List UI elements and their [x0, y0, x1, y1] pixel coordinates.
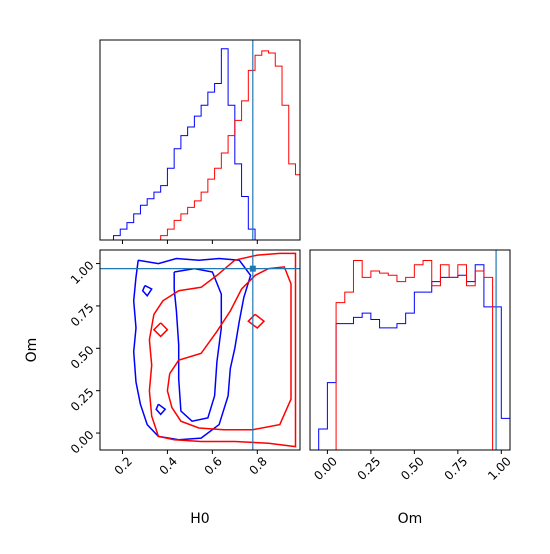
- contour-blue-outer: [132, 257, 252, 441]
- hist-om-panel: 0.00 0.25 0.50 0.75 1.00 Om: [309, 249, 514, 527]
- x-tick-label: 0.2: [112, 454, 135, 477]
- hist-om-series-blue: [310, 264, 511, 451]
- x-tick-label: 0.8: [246, 454, 269, 477]
- hist-h0-series-blue: [100, 48, 300, 241]
- hist-h0-frame: [99, 39, 301, 241]
- contour-frame: [99, 249, 301, 451]
- contour-red-island: [247, 313, 266, 329]
- y-tick-label: 1.00: [68, 258, 97, 287]
- hist-h0-series-red: [100, 50, 301, 241]
- hist-h0-panel: [99, 39, 301, 244]
- y-tick-label: 0.25: [68, 385, 97, 414]
- contour-blue-inner: [173, 267, 223, 423]
- y-tick-label: 0.75: [68, 301, 97, 330]
- x-axis-label-h0: H0: [190, 511, 209, 527]
- contour-panel: 0.2 0.4 0.6 0.8 0.00 0.25 0.50 0.75 1.00 H0 Om: [24, 249, 301, 527]
- hist-om-frame: [309, 249, 511, 451]
- x-tick-label: 0.4: [157, 454, 180, 477]
- x-tick-label: 0.00: [311, 454, 340, 483]
- x-tick-label: 1.00: [485, 454, 514, 483]
- y-tick-label: 0.00: [68, 428, 97, 457]
- contour-red-outer: [148, 252, 297, 448]
- truth-marker: [249, 265, 256, 272]
- contour-red-island: [152, 322, 169, 338]
- contour-red-inner: [166, 266, 292, 431]
- contour-blue-island: [155, 403, 167, 416]
- x-tick-label: 0.25: [355, 454, 384, 483]
- contour-blue-island: [141, 284, 153, 298]
- y-tick-label: 0.50: [68, 343, 97, 372]
- x-tick-label: 0.6: [202, 454, 225, 477]
- x-tick-label: 0.75: [442, 454, 471, 483]
- x-axis-label-om: Om: [398, 511, 423, 527]
- y-axis-label-om: Om: [24, 338, 40, 363]
- hist-om-series-red: [310, 260, 510, 451]
- x-tick-label: 0.50: [398, 454, 427, 483]
